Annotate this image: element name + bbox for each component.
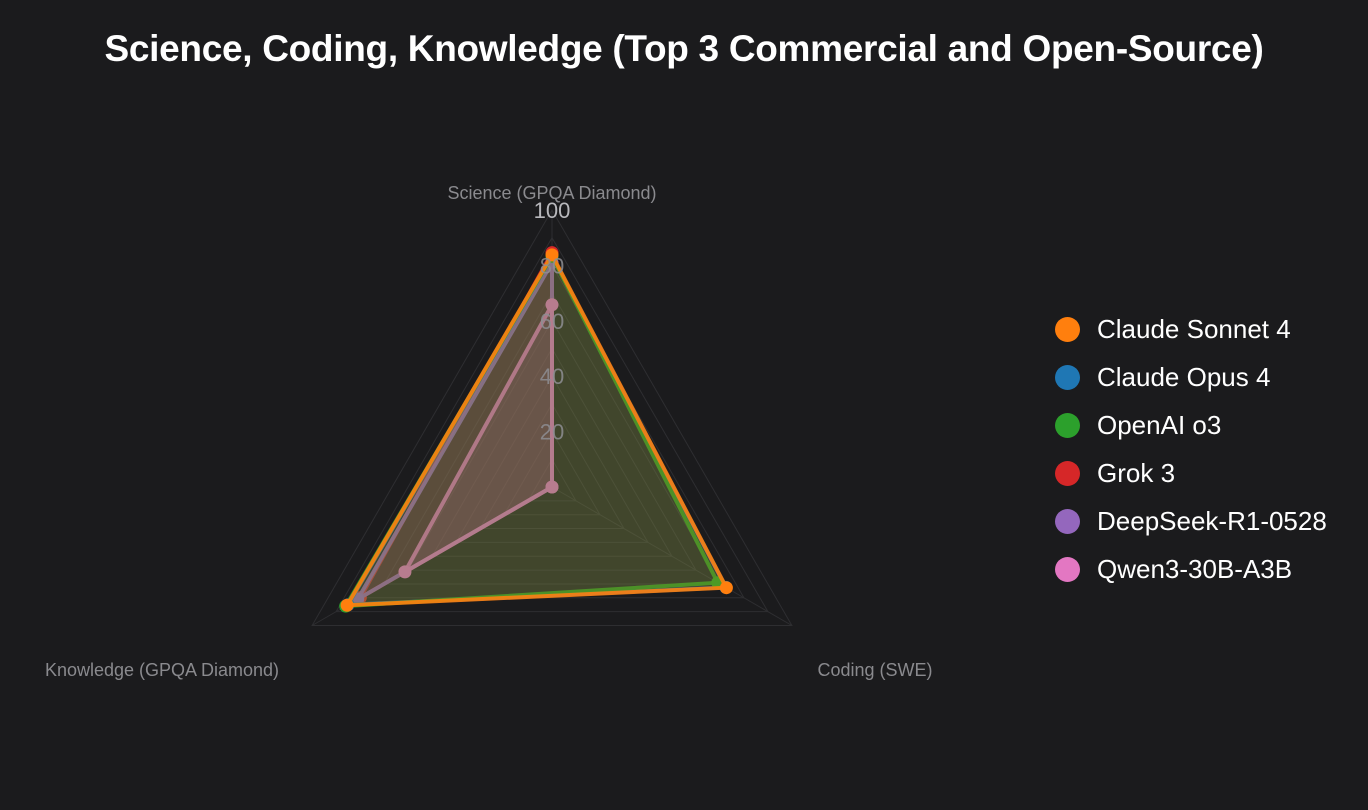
tick-label: 100 xyxy=(534,198,571,223)
data-point xyxy=(545,248,559,262)
axis-label: Coding (SWE) xyxy=(817,660,932,680)
legend-label: DeepSeek-R1-0528 xyxy=(1097,505,1327,536)
grid-ring xyxy=(527,458,577,502)
grid-ring xyxy=(503,430,601,516)
chart-title: Science, Coding, Knowledge (Top 3 Commer… xyxy=(104,28,1264,69)
legend-label: Claude Opus 4 xyxy=(1097,361,1271,392)
legend-label: Qwen3-30B-A3B xyxy=(1097,553,1293,584)
legend-label: OpenAI o3 xyxy=(1097,409,1222,440)
tick-label: 20 xyxy=(540,420,564,445)
legend-swatch xyxy=(1055,556,1080,582)
legend-swatch xyxy=(1055,460,1080,486)
grid-ring xyxy=(455,375,649,543)
grid-ring xyxy=(311,209,793,626)
legend-item[interactable]: Claude Sonnet 4 xyxy=(1055,305,1327,353)
legend-label: Grok 3 xyxy=(1097,457,1176,488)
legend: Claude Sonnet 4 Claude Opus 4 OpenAI o3 … xyxy=(1055,305,1327,593)
tick-label: 60 xyxy=(540,309,564,334)
grid-ring xyxy=(479,402,625,530)
grid-ring xyxy=(383,292,721,585)
legend-swatch xyxy=(1055,316,1080,342)
data-point xyxy=(545,480,559,494)
legend-swatch xyxy=(1055,412,1080,438)
data-point xyxy=(719,581,733,595)
series-area xyxy=(345,252,729,608)
legend-swatch xyxy=(1055,508,1080,534)
legend-label: Claude Sonnet 4 xyxy=(1097,313,1291,344)
data-point xyxy=(340,598,354,612)
axis-label: Science (GPQA Diamond) xyxy=(447,183,656,203)
legend-item[interactable]: OpenAI o3 xyxy=(1055,401,1327,449)
tick-label: 40 xyxy=(540,364,564,389)
data-point xyxy=(398,565,412,579)
grid-ring xyxy=(407,319,697,571)
legend-item[interactable]: DeepSeek-R1-0528 xyxy=(1055,497,1327,545)
legend-item[interactable]: Claude Opus 4 xyxy=(1055,353,1327,401)
legend-item[interactable]: Qwen3-30B-A3B xyxy=(1055,545,1327,593)
grid-spoke xyxy=(551,486,793,626)
series-area xyxy=(402,302,554,574)
data-point xyxy=(545,298,559,312)
tick-label: 80 xyxy=(540,253,564,278)
grid-ring xyxy=(431,347,673,557)
legend-item[interactable]: Grok 3 xyxy=(1055,449,1327,497)
axis-label: Knowledge (GPQA Diamond) xyxy=(45,660,279,680)
legend-swatch xyxy=(1055,364,1080,390)
grid-ring xyxy=(335,236,769,613)
